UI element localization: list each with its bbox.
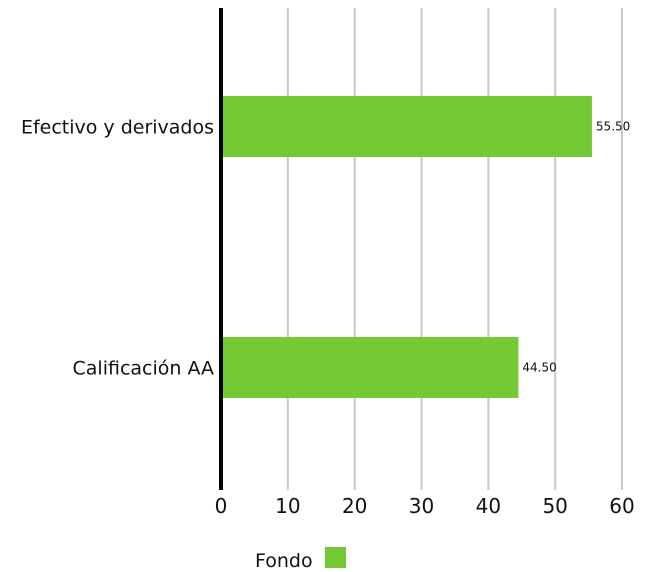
x-tick-label-20: 20 — [342, 494, 367, 518]
bar-1 — [221, 337, 519, 398]
value-label-0: 55.50 — [596, 120, 630, 134]
legend-swatch — [325, 547, 346, 568]
grid-layer — [286, 8, 623, 490]
category-label-1: Calificación AA — [73, 358, 214, 380]
category-label-0: Efectivo y derivados — [21, 117, 214, 139]
value-label-1: 44.50 — [522, 361, 556, 375]
legend: Fondo — [255, 547, 346, 572]
legend-label: Fondo — [255, 550, 313, 572]
x-tick-label-10: 10 — [275, 494, 300, 518]
x-tick-label-0: 0 — [215, 494, 228, 518]
x-tick-label-30: 30 — [409, 494, 434, 518]
bar-layer — [221, 96, 592, 398]
x-tick-label-50: 50 — [542, 494, 567, 518]
x-tick-label-60: 60 — [609, 494, 634, 518]
label-layer: 55.50 Efectivo y derivados 44.50 Calificaci… — [21, 117, 635, 519]
x-tick-label-40: 40 — [476, 494, 501, 518]
bar-0 — [221, 96, 592, 157]
